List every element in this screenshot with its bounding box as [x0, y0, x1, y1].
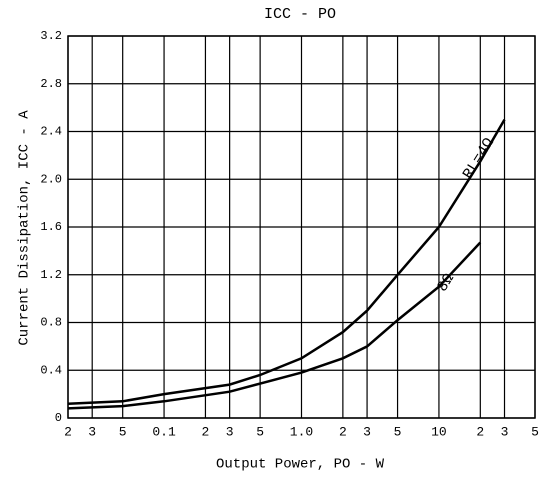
x-tick-label: 1.0 — [290, 424, 313, 439]
y-tick-label: 0.8 — [40, 316, 62, 330]
y-tick-label: 1.2 — [40, 268, 62, 282]
x-tick-label: 3 — [363, 424, 371, 439]
series-label: 8Ω — [434, 271, 458, 295]
y-tick-label: 2.0 — [40, 172, 62, 186]
x-tick-label: 5 — [394, 424, 402, 439]
series-label: RL=4Ω — [460, 135, 498, 182]
x-tick-label: 3 — [226, 424, 234, 439]
chart-title: ICC - PO — [264, 6, 336, 23]
y-tick-label: 2.4 — [40, 125, 62, 139]
y-tick-label: 3.2 — [40, 29, 62, 43]
curve — [67, 118, 506, 405]
x-tick-label: 2 — [339, 424, 347, 439]
x-tick-label: 5 — [256, 424, 264, 439]
x-tick-label: 3 — [501, 424, 509, 439]
y-tick-label: 1.6 — [40, 220, 62, 234]
x-axis-label: Output Power, PO - W — [216, 457, 385, 473]
y-axis-label: Current Dissipation, ICC - A — [17, 110, 33, 346]
x-tick-label: 2 — [202, 424, 210, 439]
y-tick-label: 0.4 — [40, 363, 62, 377]
x-tick-label: 3 — [88, 424, 96, 439]
x-tick-label: 5 — [119, 424, 127, 439]
y-tick-label: 0 — [55, 411, 62, 425]
x-tick-label: 5 — [531, 424, 539, 439]
x-tick-label: 2 — [476, 424, 484, 439]
x-tick-label: 10 — [431, 424, 447, 439]
curve — [67, 241, 482, 410]
x-tick-label: 0.1 — [152, 424, 176, 439]
y-tick-label: 2.8 — [40, 77, 62, 91]
x-tick-label: 2 — [64, 424, 72, 439]
plot-frame — [67, 35, 536, 419]
